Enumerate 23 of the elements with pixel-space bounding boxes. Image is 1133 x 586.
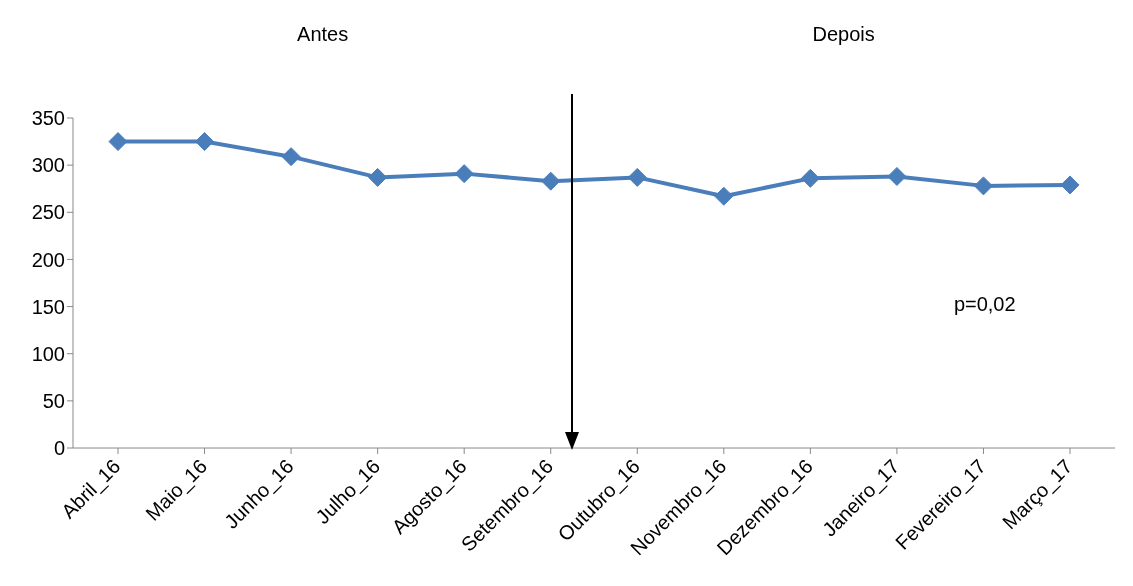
point [1060,175,1080,195]
y-tick-label: 300 [31,154,65,177]
y-tick-label: 150 [31,295,65,318]
y-tick-label: 0 [53,437,65,460]
text: Antes [297,23,349,46]
point [195,132,215,152]
point [108,132,128,152]
point [368,167,388,187]
point [627,167,647,187]
point [541,171,561,191]
text: Depois [812,23,875,46]
point [454,164,474,184]
point [714,186,734,206]
point [800,168,820,188]
y-tick-label: 50 [42,389,65,412]
y-tick-label: 200 [31,248,65,271]
y-tick-label: 100 [31,342,65,365]
y-tick-label: 250 [31,201,65,224]
y-tick-label: 350 [31,107,65,130]
annotation: p=0,02 [953,293,1016,316]
point [887,166,907,186]
point [281,147,301,167]
point [973,176,993,196]
